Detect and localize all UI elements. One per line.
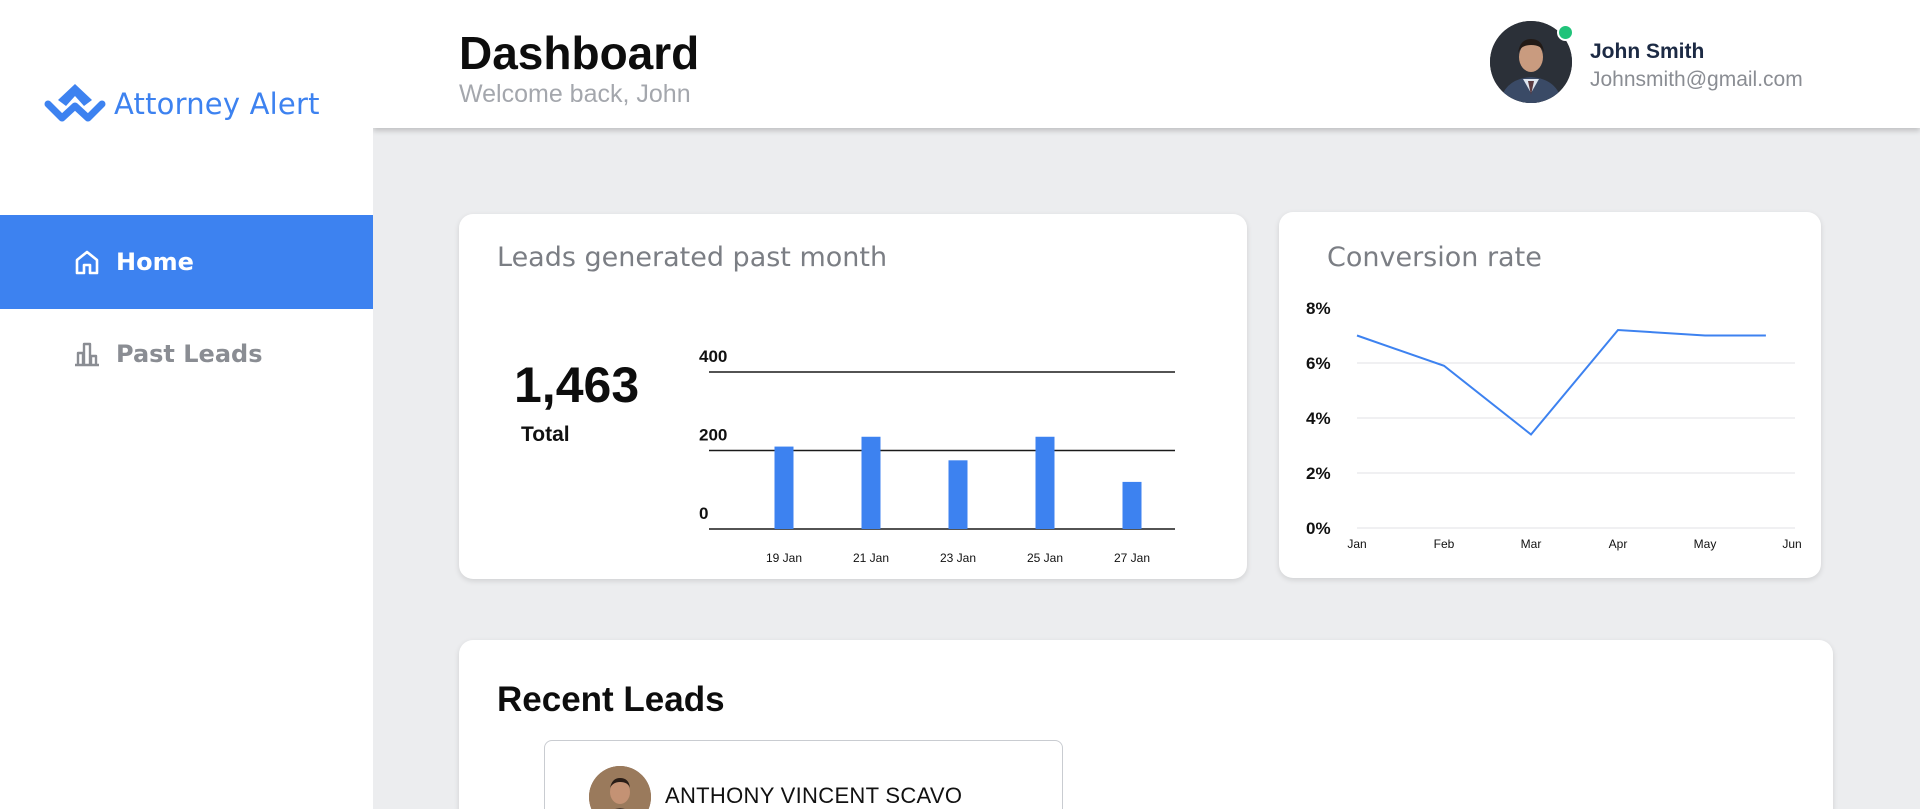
y-tick-label: 0 [699,504,708,523]
app-name: Attorney Alert [114,87,320,121]
bar [948,460,968,529]
y-tick-label: 0% [1306,519,1331,538]
top-header: Dashboard Welcome back, John John Smith … [373,0,1920,128]
conversion-card: Conversion rate 0% 2% 4% 6% 8% Jan Feb Mar Apr Ma… [1279,212,1821,578]
y-tick-label: 2% [1306,464,1331,483]
leads-card: Leads generated past month 1,463 Total 0… [459,214,1247,579]
x-tick-label: 19 Jan [766,551,802,564]
x-tick-label: 23 Jan [940,551,976,564]
user-name: John Smith [1590,40,1705,63]
sidebar-item-past-leads[interactable]: Past Leads [0,306,373,402]
leads-card-title: Leads generated past month [497,242,888,273]
x-tick-label: Feb [1434,537,1455,551]
sidebar-item-label: Home [116,248,194,276]
x-tick-label: Mar [1521,537,1542,551]
lead-avatar [589,766,651,809]
lead-name: ANTHONY VINCENT SCAVO [665,783,963,808]
list-item[interactable]: ANTHONY VINCENT SCAVO [544,740,1063,809]
bar [1122,481,1142,529]
y-tick-label: 200 [699,426,727,445]
page-title: Dashboard [459,27,700,79]
leads-bar-chart: 0 200 400 19 Jan 21 Jan 23 Jan 25 Jan 27 Jan [699,347,1175,564]
recent-leads-card: Recent Leads ANTHONY VINCENT SCAVO [459,640,1833,809]
total-leads-label: Total [521,423,570,446]
app-logo[interactable]: Attorney Alert [44,78,320,130]
conversion-line-chart: 0% 2% 4% 6% 8% Jan Feb Mar Apr May Jun [1306,299,1802,551]
lead-avatar-image [589,766,651,809]
online-status-indicator [1557,24,1574,41]
user-email: Johnsmith@gmail.com [1590,68,1803,91]
y-tick-label: 4% [1306,409,1331,428]
sidebar-item-label: Past Leads [116,340,263,368]
recent-leads-title: Recent Leads [497,680,725,719]
x-tick-label: Apr [1609,537,1628,551]
total-leads-value: 1,463 [514,357,640,413]
conversion-card-title: Conversion rate [1327,242,1542,273]
y-tick-label: 400 [699,347,727,366]
welcome-subtitle: Welcome back, John [459,80,691,108]
x-tick-label: May [1694,537,1717,551]
x-tick-label: Jan [1347,537,1366,551]
y-tick-label: 8% [1306,299,1331,318]
x-tick-label: 25 Jan [1027,551,1063,564]
x-tick-label: 21 Jan [853,551,889,564]
bar [774,446,794,529]
bar [1035,436,1055,529]
bar-chart-icon [75,342,99,367]
x-tick-label: Jun [1782,537,1801,551]
user-avatar[interactable] [1490,21,1574,103]
logo-icon [44,84,106,122]
x-tick-label: 27 Jan [1114,551,1150,564]
sidebar: Attorney Alert Home Past Leads [0,0,373,809]
series-line [1356,328,1766,436]
home-icon [75,250,99,275]
bar [861,436,881,529]
sidebar-item-home[interactable]: Home [0,215,373,309]
y-tick-label: 6% [1306,354,1331,373]
